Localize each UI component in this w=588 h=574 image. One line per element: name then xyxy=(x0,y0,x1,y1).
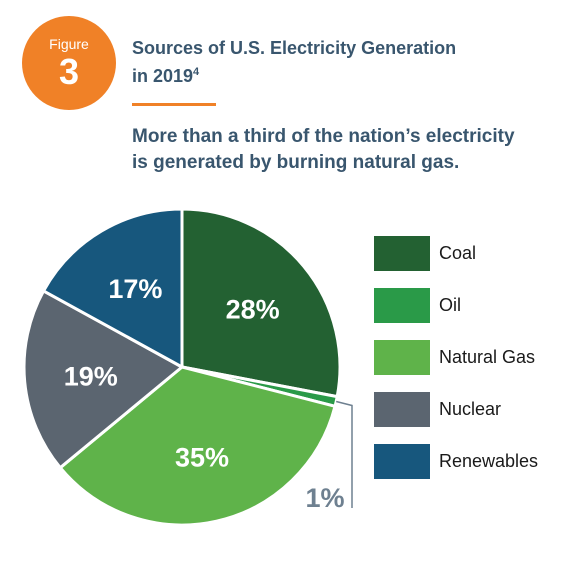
legend: Coal Oil Natural Gas Nuclear Renewables xyxy=(374,236,538,496)
legend-item-oil: Oil xyxy=(374,288,538,323)
slice-label-natural-gas: 35% xyxy=(175,442,229,472)
chart-subtitle: More than a third of the nation’s electr… xyxy=(132,124,572,176)
slice-label-oil: 1% xyxy=(305,483,344,513)
subtitle-line-1: More than a third of the nation’s electr… xyxy=(132,126,515,147)
pie-slices xyxy=(22,207,342,527)
legend-swatch-coal xyxy=(374,236,430,271)
leader-lines xyxy=(336,400,353,508)
title-divider xyxy=(132,103,216,106)
title-footnote: 4 xyxy=(193,66,200,78)
legend-swatch-natural-gas xyxy=(374,340,430,375)
title-line-1: Sources of U.S. Electricity Generation xyxy=(132,38,457,58)
legend-item-natural-gas: Natural Gas xyxy=(374,340,538,375)
legend-label-oil: Oil xyxy=(439,295,461,315)
pie-slice-renewables xyxy=(42,207,184,369)
legend-swatch-nuclear xyxy=(374,392,430,427)
legend-label-coal: Coal xyxy=(439,243,477,263)
legend-item-nuclear: Nuclear xyxy=(374,392,538,427)
slice-label-renewables: 17% xyxy=(108,274,162,304)
subtitle-line-2: is generated by burning natural gas. xyxy=(132,152,460,173)
legend-label-renewables: Renewables xyxy=(439,451,539,471)
pie-slice-coal xyxy=(180,207,342,399)
pie-slice-natural-gas xyxy=(58,365,337,527)
leader-line-oil xyxy=(336,400,353,508)
legend-label-natural-gas: Natural Gas xyxy=(439,347,536,367)
figure-badge: Figure 3 xyxy=(22,16,116,110)
legend-swatch-oil xyxy=(374,288,430,323)
legend-item-renewables: Renewables xyxy=(374,444,538,479)
chart-title: Sources of U.S. Electricity Generation i… xyxy=(132,36,456,88)
slice-label-nuclear: 19% xyxy=(64,362,118,392)
figure-number: 3 xyxy=(58,51,80,92)
legend-label-nuclear: Nuclear xyxy=(439,399,502,419)
slice-label-coal: 28% xyxy=(226,295,280,325)
pie-slice-nuclear xyxy=(22,289,184,470)
title-line-2: in 2019 xyxy=(132,66,194,86)
legend-item-coal: Coal xyxy=(374,236,538,271)
slice-labels: 28% 1% 35% 19% 17% xyxy=(64,274,345,513)
figure-label: Figure xyxy=(49,36,89,52)
legend-swatch-renewables xyxy=(374,444,430,479)
